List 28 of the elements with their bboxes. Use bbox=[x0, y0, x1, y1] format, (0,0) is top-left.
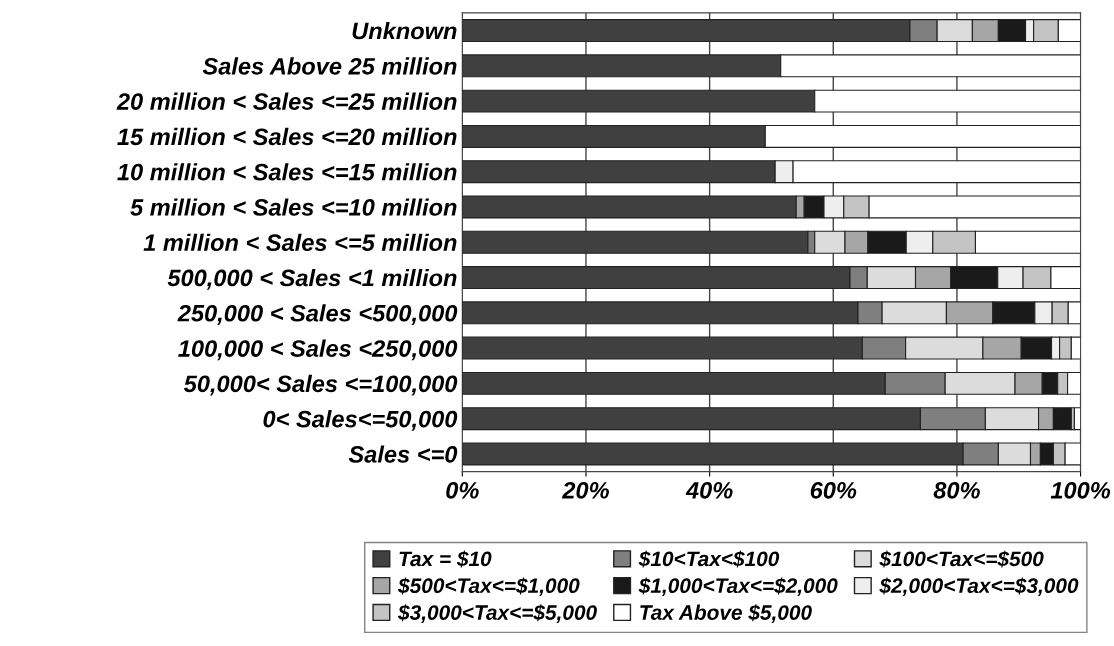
y-tick-label: 500,000 < Sales <1 million bbox=[167, 268, 457, 290]
legend-label: $10<Tax<$100 bbox=[638, 550, 780, 568]
x-tick-label: 60% bbox=[810, 481, 857, 499]
y-tick-label: 100,000 < Sales <250,000 bbox=[178, 339, 458, 361]
legend-label: Tax = $10 bbox=[399, 550, 492, 568]
y-tick-label: Sales <=0 bbox=[348, 445, 458, 463]
legend-label: $3,000<Tax<=$5,000 bbox=[397, 604, 597, 623]
y-tick-label: Unknown bbox=[352, 22, 457, 40]
y-tick-label: 1 million < Sales <=5 million bbox=[143, 233, 457, 252]
y-tick-label: 15 million < Sales <=20 million bbox=[117, 127, 457, 146]
x-tick-label: 40% bbox=[685, 481, 733, 499]
y-tick-label: 20 million < Sales <=25 million bbox=[116, 92, 457, 110]
bar bbox=[1073, 407, 1081, 431]
y-tick-label: Sales Above 25 million bbox=[202, 57, 457, 75]
y-tick-label: 0< Sales<=50,000 bbox=[263, 410, 458, 431]
x-tick-label: 20% bbox=[561, 481, 609, 499]
legend-label: $2,000<Tax<=$3,000 bbox=[879, 577, 1079, 597]
y-tick-label: 5 million < Sales <=10 million bbox=[130, 198, 457, 216]
x-tick-label: 80% bbox=[933, 481, 980, 499]
y-tick-label: 50,000< Sales <=100,000 bbox=[183, 374, 458, 396]
legend-label: Tax Above $5,000 bbox=[640, 604, 812, 623]
legend-label: $100<Tax<=$500 bbox=[879, 550, 1044, 568]
legend-label: $1,000<Tax<=$2,000 bbox=[638, 577, 838, 597]
x-tick-label: 0% bbox=[446, 481, 479, 499]
x-tick-label: 100% bbox=[1050, 481, 1111, 499]
y-tick-label: 250,000 < Sales <500,000 bbox=[177, 304, 458, 326]
legend-label: $500<Tax<=$1,000 bbox=[397, 577, 580, 597]
y-tick-label: 10 million < Sales <=15 million bbox=[117, 163, 457, 181]
